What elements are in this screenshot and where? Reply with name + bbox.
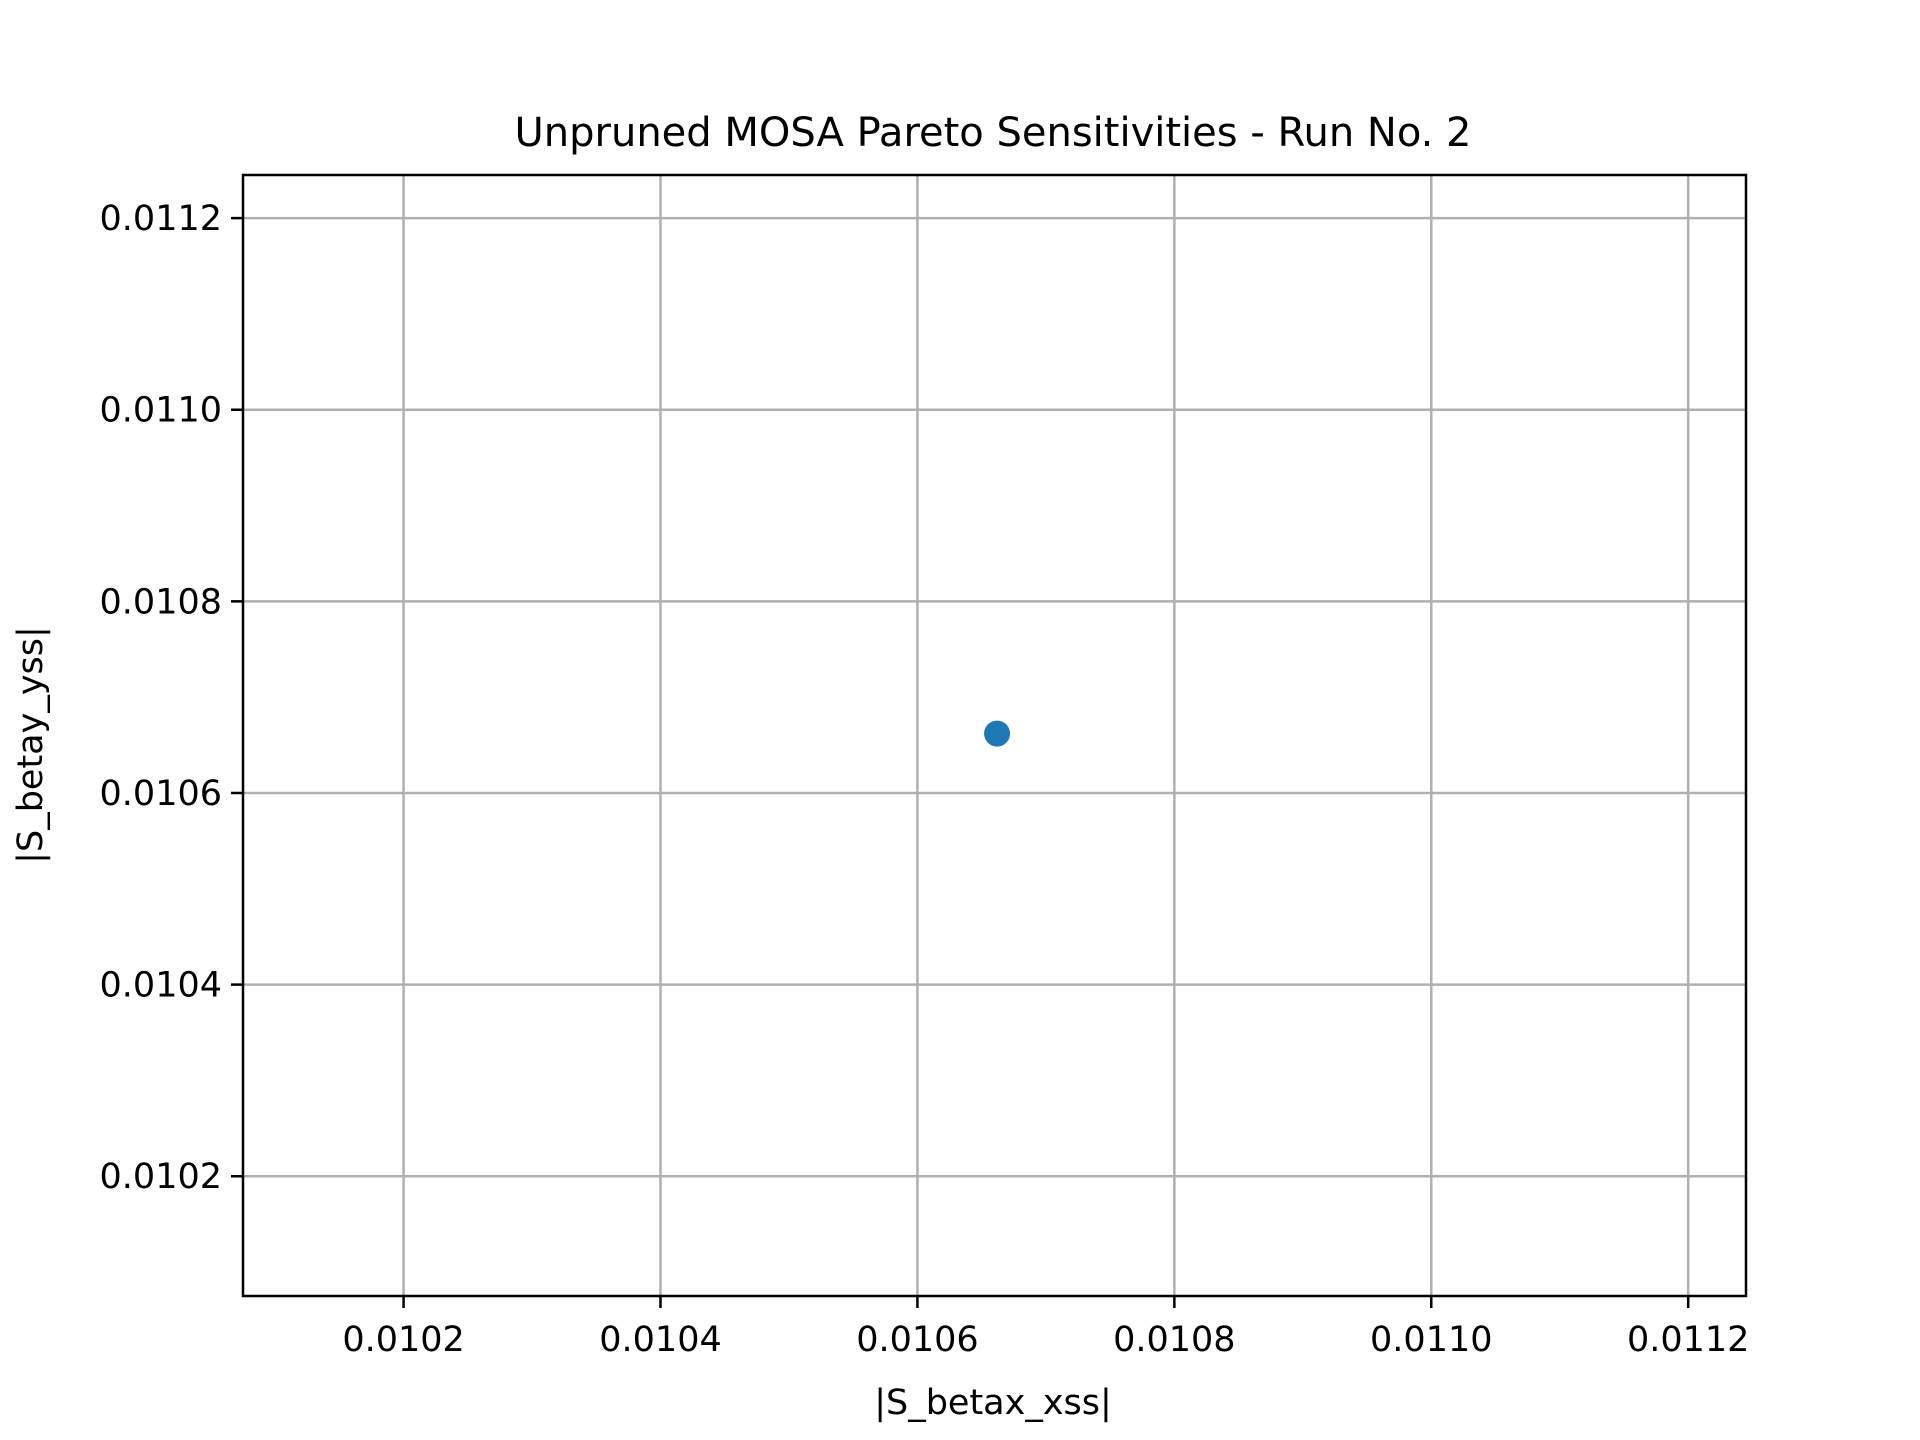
y-tick-label: 0.0108 xyxy=(100,582,222,622)
y-tick-label: 0.0112 xyxy=(100,199,222,239)
y-tick-label: 0.0102 xyxy=(100,1157,222,1197)
x-tick-label: 0.0112 xyxy=(1627,1320,1749,1360)
chart-title: Unpruned MOSA Pareto Sensitivities - Run… xyxy=(515,110,1472,156)
x-tick-label: 0.0104 xyxy=(599,1320,721,1360)
y-tick-label: 0.0110 xyxy=(100,391,222,431)
x-axis-label: |S_betax_xss| xyxy=(874,1383,1112,1423)
x-tick-label: 0.0102 xyxy=(342,1320,464,1360)
x-tick-label: 0.0108 xyxy=(1113,1320,1235,1360)
x-tick-label: 0.0106 xyxy=(856,1320,978,1360)
y-axis-label: |S_betay_yss| xyxy=(11,626,51,864)
axis-ticks: 0.0102 0.0104 0.0106 0.0108 0.0110 0.0112 0.01… xyxy=(100,199,1750,1360)
y-tick-label: 0.0104 xyxy=(100,966,222,1006)
plot-frame xyxy=(241,173,1748,1298)
grid-lines xyxy=(243,175,1746,1296)
data-points xyxy=(984,720,1011,747)
y-tick-label: 0.0106 xyxy=(100,774,222,814)
x-tick-label: 0.0110 xyxy=(1370,1320,1492,1360)
data-point xyxy=(984,720,1011,747)
